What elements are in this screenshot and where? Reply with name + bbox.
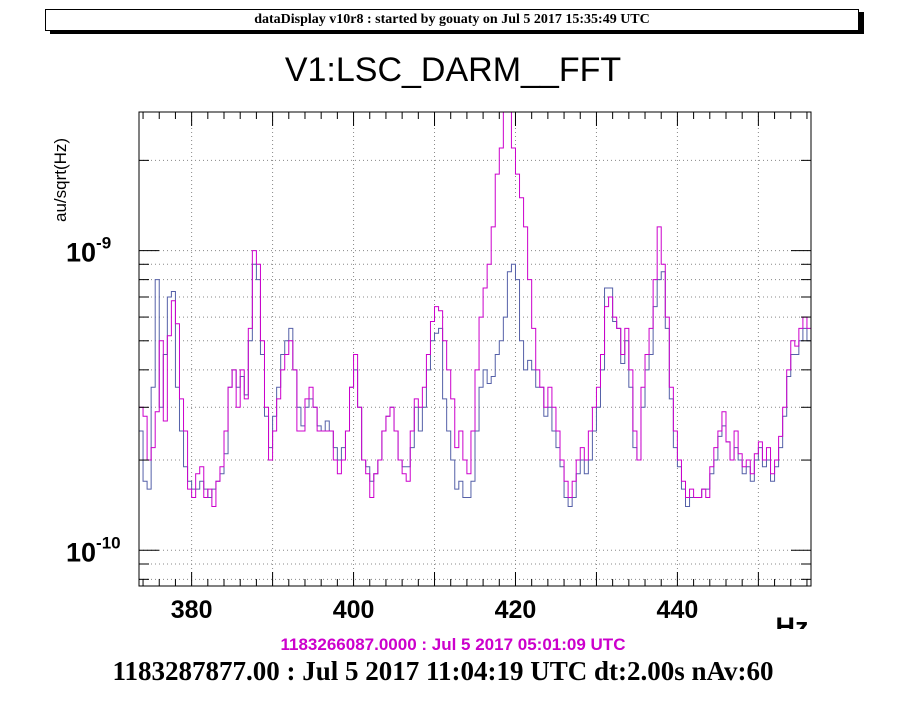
x-tick-label: 400 [333, 596, 375, 624]
reference-timestamp: 1183266087.0000 : Jul 5 2017 05:01:09 UT… [280, 635, 626, 654]
series-layer [139, 112, 811, 507]
plot-frame [138, 111, 812, 587]
y-tick-label: 10-9 [66, 234, 111, 268]
x-tick-label: 420 [495, 596, 537, 624]
reference-series-line [139, 263, 811, 507]
chart-title: V1:LSC_DARM__FFT [284, 51, 622, 89]
axis-ticks [139, 112, 811, 586]
header-banner: dataDisplay v10r8 : started by gouaty on… [45, 9, 859, 31]
y-tick-label: 10-10 [66, 533, 121, 567]
plot-background [139, 112, 811, 586]
y-axis-label: au/sqrt(Hz) [51, 138, 70, 222]
x-tick-label: 380 [171, 596, 213, 624]
x-label-mask [760, 629, 820, 643]
current-timestamp: 1183287877.00 : Jul 5 2017 11:04:19 UTC … [112, 656, 774, 686]
x-tick-label: 440 [657, 596, 699, 624]
current-series-line [139, 112, 811, 507]
